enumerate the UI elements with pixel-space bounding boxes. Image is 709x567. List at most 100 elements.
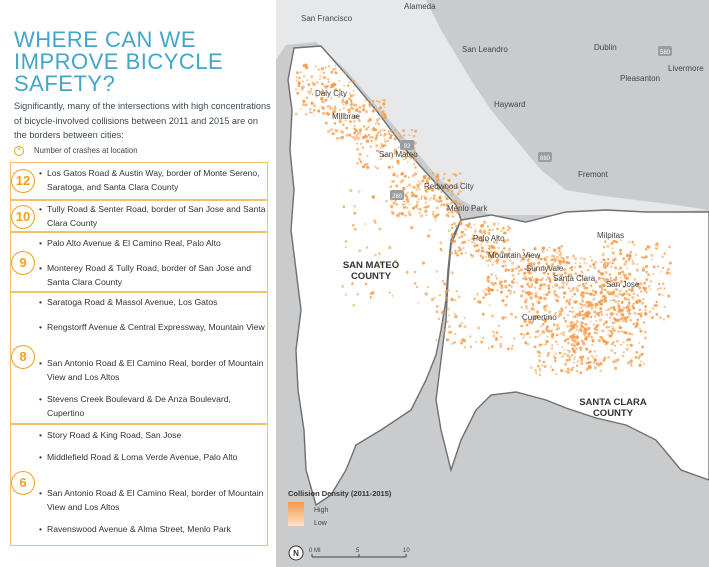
collision-dot	[623, 280, 627, 283]
collision-dot	[439, 241, 443, 245]
collision-dot	[553, 258, 556, 261]
collision-dot	[355, 136, 358, 139]
collision-dot	[345, 133, 349, 137]
collision-dot	[556, 343, 559, 346]
collision-dot	[405, 198, 408, 201]
collision-dot	[642, 266, 645, 269]
collision-dot	[543, 364, 547, 369]
collision-dot	[510, 347, 514, 351]
place-label: Millbrae	[332, 112, 361, 121]
collision-dot	[451, 223, 454, 226]
svg-text:880: 880	[540, 156, 551, 162]
collision-dot	[553, 356, 557, 360]
collision-dot	[563, 291, 567, 295]
collision-dot	[344, 119, 347, 122]
collision-dot	[617, 310, 620, 313]
collision-density-map[interactable]: 580 92 880 280 Alameda San Francisco San…	[276, 0, 709, 567]
collision-dot	[549, 259, 552, 262]
collision-dot	[374, 253, 377, 257]
collision-dot	[353, 131, 357, 135]
collision-dot	[607, 334, 611, 337]
collision-dot	[434, 198, 438, 203]
collision-dot	[450, 297, 454, 302]
collision-dot	[630, 363, 633, 366]
collision-dot	[447, 206, 450, 209]
collision-dot	[364, 134, 367, 138]
collision-dot	[389, 134, 392, 137]
collision-dot	[407, 176, 410, 179]
collision-dot	[622, 319, 625, 323]
collision-dot	[451, 190, 454, 192]
crash-group-9: 9 • Palo Alto Avenue & El Camino Real, Pa…	[10, 232, 268, 292]
collision-dot	[365, 99, 368, 102]
collision-dot	[650, 315, 655, 320]
collision-dot	[321, 106, 325, 110]
collision-dot	[447, 178, 451, 182]
collision-dot	[307, 83, 311, 87]
collision-dot	[566, 367, 570, 371]
collision-dot	[636, 263, 639, 266]
collision-dot	[632, 262, 635, 266]
collision-dot	[655, 304, 658, 307]
collision-dot	[643, 362, 646, 365]
place-label: Hayward	[494, 100, 526, 109]
collision-dot	[334, 64, 337, 67]
collision-dot	[602, 245, 606, 249]
collision-dot	[502, 259, 506, 263]
collision-dot	[497, 324, 501, 328]
collision-dot	[515, 267, 518, 270]
collision-dot	[599, 310, 603, 314]
collision-dot	[544, 308, 547, 312]
collision-dot	[585, 286, 589, 290]
collision-dot	[566, 337, 570, 341]
collision-dot	[410, 194, 414, 198]
crash-group-8: 8 • Saratoga Road & Massol Avenue, Los Ga…	[10, 292, 268, 424]
collision-dot	[524, 277, 528, 281]
collision-dot	[501, 255, 504, 258]
collision-dot	[631, 286, 634, 290]
collision-dot	[445, 213, 449, 217]
collision-dot	[362, 104, 365, 107]
collision-dot	[423, 195, 426, 198]
collision-dot	[668, 245, 671, 249]
collision-dot	[402, 172, 405, 175]
collision-dot	[498, 282, 501, 285]
collision-dot	[601, 299, 606, 303]
collision-dot	[466, 225, 470, 228]
collision-dot	[617, 305, 620, 308]
collision-dot	[575, 320, 579, 324]
collision-dot	[616, 339, 619, 343]
collision-dot	[353, 205, 356, 208]
collision-dot	[586, 292, 589, 295]
collision-dot	[301, 88, 304, 92]
collision-dot	[359, 159, 362, 163]
collision-dot	[599, 299, 603, 302]
collision-dot	[451, 238, 454, 241]
collision-dot	[379, 114, 384, 118]
collision-dot	[355, 134, 359, 138]
collision-dot	[607, 356, 610, 359]
collision-dot	[316, 81, 319, 84]
collision-dot	[589, 255, 592, 258]
collision-dot	[406, 185, 409, 188]
collision-dot	[324, 66, 327, 69]
collision-dot	[319, 75, 322, 78]
collision-dot	[487, 247, 491, 250]
collision-dot	[405, 270, 409, 274]
collision-dot	[570, 327, 574, 331]
collision-dot	[554, 359, 557, 362]
collision-dot	[601, 283, 605, 287]
collision-dot	[455, 206, 459, 210]
collision-dot	[584, 323, 588, 326]
collision-dot	[558, 312, 562, 316]
collision-dot	[612, 293, 615, 296]
collision-dot	[383, 138, 386, 141]
collision-dot	[571, 310, 575, 314]
collision-dot	[365, 246, 369, 249]
collision-dot	[626, 344, 629, 346]
collision-dot	[403, 206, 406, 209]
collision-dot	[636, 282, 640, 286]
collision-dot	[629, 343, 633, 347]
collision-dot	[652, 307, 654, 310]
collision-dot	[368, 102, 372, 106]
